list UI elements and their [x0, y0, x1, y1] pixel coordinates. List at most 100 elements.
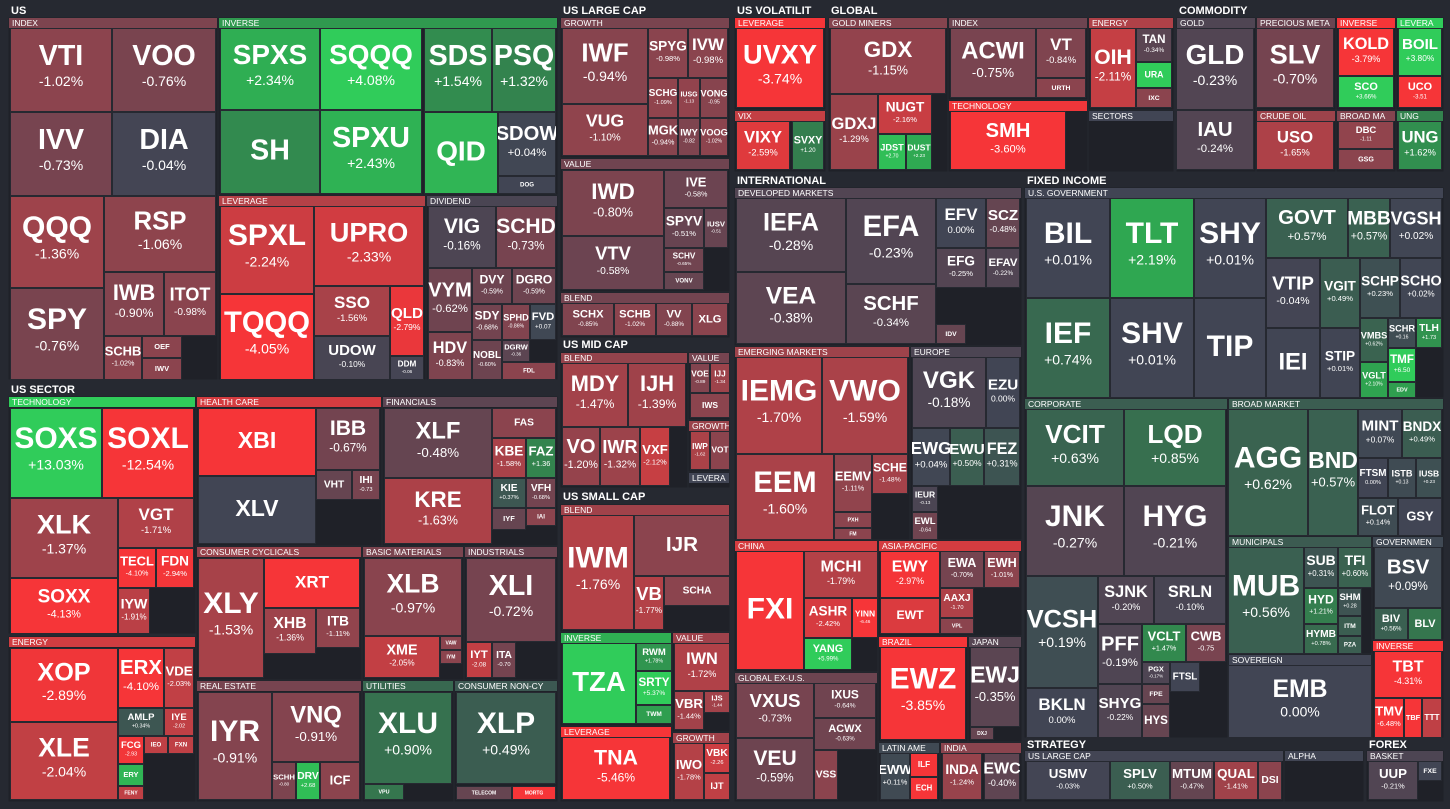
tile [950, 428, 984, 486]
group-header [1373, 537, 1443, 547]
tile-label-box: IWS [702, 400, 718, 410]
tile-label-box: SOXS +13.03% [14, 422, 97, 472]
tile [220, 28, 320, 110]
tile-change: -0.70% [1273, 71, 1317, 87]
tile [220, 206, 314, 294]
tile [804, 551, 878, 598]
tile-change: -0.64% [834, 703, 855, 710]
group-title: UNG [1400, 111, 1419, 121]
tile [492, 438, 526, 478]
tile-ticker: VCLT [1148, 629, 1181, 644]
group-header-clip: CORPORATE [1028, 399, 1082, 409]
group-title: GROWTH [564, 18, 603, 28]
tile-label-box: MCHI-1.79% [821, 559, 862, 587]
tile [1358, 409, 1402, 458]
tile-label-box: MGK-0.94% [648, 123, 679, 147]
group-header-clip: REAL ESTATE [200, 681, 256, 691]
tile [830, 94, 878, 170]
group-title: GOVERNMEN [1376, 537, 1432, 547]
tile-change: -0.34% [1144, 47, 1165, 54]
tile-ticker: BNDX [1403, 419, 1442, 434]
tile-ticker: BND [1308, 447, 1358, 473]
tile [118, 786, 144, 800]
tile-label-box: FCG-2.93 [121, 740, 141, 757]
tile-label-box: IEUR-0.13 [915, 489, 935, 505]
tile-ticker: DSI [1261, 775, 1278, 786]
tile-label-box: ITA-0.70 [496, 650, 512, 668]
tile-ticker: TTT [1424, 712, 1439, 722]
group-header-clip: INDEX [12, 18, 38, 28]
tile-ticker: SCHX [572, 308, 604, 320]
group-header-clip: VALUE [564, 159, 592, 169]
tile-ticker: MGK [648, 123, 679, 138]
tile-label-box: VHT [324, 480, 345, 491]
tile-change: -1.13 [684, 98, 695, 103]
tile-label-box: IYT-2.08 [470, 649, 488, 669]
group-title: SOVEREIGN [1232, 655, 1283, 665]
tile-change: +3.80% [1406, 53, 1435, 63]
tile-ticker: IWV [155, 364, 169, 373]
tile-ticker: TELECOM [472, 790, 496, 796]
tile-change: +0.04% [915, 459, 948, 470]
tile-label-box: BSV+0.09% [1387, 556, 1430, 593]
group-header [197, 547, 361, 557]
group-header-clip: INDUSTRIALS [468, 547, 525, 557]
tile-ticker: IYF [503, 514, 515, 523]
tile-label-box: FAZ+1.36 [529, 444, 554, 468]
tile-ticker: FXN [175, 742, 187, 749]
tile-ticker: SCHB [619, 308, 651, 320]
group-header [561, 159, 729, 169]
tile-ticker: VIG [444, 215, 480, 238]
tile-change: -0.89 [695, 379, 706, 384]
tile-ticker: FDL [523, 368, 535, 375]
group-header-clip: LEVERA [1400, 18, 1434, 28]
tile-change: -0.04% [142, 157, 186, 173]
tile-ticker: ASHR [809, 603, 848, 618]
tile [562, 515, 634, 630]
tile-ticker: VIXY [744, 127, 782, 146]
tile [352, 470, 380, 500]
tile [736, 272, 846, 344]
tile-label-box: SHV +0.01% [1121, 317, 1183, 367]
tile-change: -1.09% [654, 100, 672, 106]
tile-label-box: HDV-0.83% [433, 339, 468, 368]
tile-change: -0.86% [508, 323, 525, 329]
tile [320, 28, 422, 110]
tile-label-box: VUG -1.10% [586, 111, 624, 144]
tile [168, 736, 194, 754]
tile [1098, 576, 1154, 624]
tile [390, 356, 424, 380]
tile [316, 408, 380, 470]
tile-change: -0.70 [497, 662, 510, 668]
tile-label-box: LQD+0.85% [1147, 419, 1202, 466]
tile [736, 551, 804, 670]
tile-ticker: DUST [907, 142, 931, 152]
tile [1228, 409, 1308, 536]
tile [940, 551, 984, 588]
tile-label-box: ERY [123, 770, 138, 779]
tile-change: +0.02% [1407, 290, 1434, 299]
tile-change: +0.90% [384, 742, 432, 758]
tile [428, 206, 496, 268]
tile-change: -0.51% [672, 229, 696, 238]
tile-change: -0.98% [693, 55, 724, 66]
tile-label-box: XLU +0.90% [378, 707, 438, 757]
tile [936, 198, 986, 248]
tile-change: +0.07 [535, 324, 551, 331]
tile [878, 134, 906, 170]
group-header-clip: MUNICIPALS [1232, 537, 1284, 547]
tile [316, 470, 352, 500]
group-header-clip: DEVELOPED MARKETS [738, 188, 834, 198]
tile [878, 94, 932, 134]
tile [710, 431, 730, 470]
tile [142, 336, 182, 358]
tile-label-box: TAN-0.34% [1143, 33, 1166, 54]
group-header [735, 673, 877, 683]
tile [1404, 698, 1422, 738]
group-title: CORPORATE [1028, 399, 1082, 409]
tile [1360, 362, 1388, 398]
tile-ticker: TAN [1143, 33, 1166, 46]
tile-change: -0.18% [928, 395, 971, 410]
tile-ticker: IAU [1197, 119, 1232, 141]
